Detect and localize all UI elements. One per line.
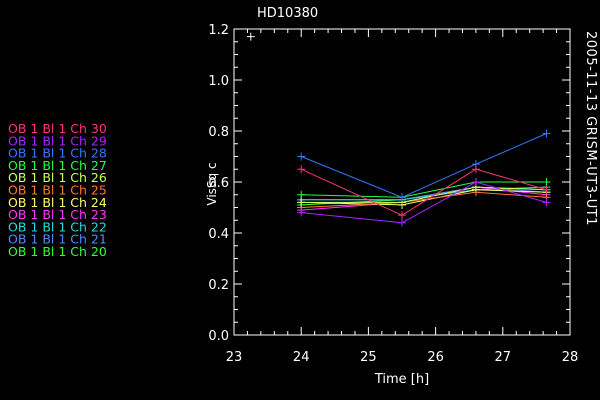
stray-data-point [246, 32, 255, 41]
data-point [471, 165, 480, 174]
side-label: 2005-11-13 GRISM-UT3-UT1 [583, 31, 598, 226]
y-tick-label: 0.0 [208, 329, 229, 344]
legend-entry: OB 1 Bl 1 Ch 27 [8, 158, 107, 173]
series-ob-1-bl-1-ch-30 [297, 165, 551, 220]
x-tick-label: 24 [293, 350, 310, 365]
y-tick-label: 0.2 [208, 278, 229, 293]
y-tick-label: 0.6 [208, 176, 229, 191]
x-axis-label: Time [h] [374, 372, 429, 387]
chart-title: HD10380 [257, 6, 318, 21]
data-point [471, 178, 480, 186]
axis-ticks: 23 24 25 26 27 28 0.0 0.2 0.4 0.6 0.8 1.0 1.2 [208, 23, 578, 365]
data-point [297, 190, 306, 199]
series-line [301, 186, 547, 203]
legend-entry: OB 1 Bl 1 Ch 20 [8, 244, 107, 259]
legend-entry: OB 1 Bl 1 Ch 29 [8, 133, 107, 148]
legend-entry: OB 1 Bl 1 Ch 21 [8, 232, 107, 247]
data-point [297, 165, 306, 174]
y-axis-label: VisSq c [205, 162, 219, 205]
x-tick-label: 23 [226, 350, 243, 365]
data-point [542, 178, 551, 186]
data-point [542, 129, 551, 138]
legend-entry: OB 1 Bl 1 Ch 22 [8, 219, 107, 234]
y-tick-label: 0.8 [208, 125, 229, 140]
data-point [542, 198, 551, 207]
legend-entry: OB 1 Bl 1 Ch 28 [8, 146, 107, 161]
data-point [398, 193, 406, 202]
y-tick-label: 1.0 [208, 74, 229, 89]
y-tick-label: 1.2 [208, 23, 229, 38]
series-layer [246, 32, 551, 227]
series-line [301, 181, 547, 198]
data-point [398, 211, 406, 220]
data-point [297, 208, 306, 217]
y-tick-label: 0.4 [208, 227, 229, 242]
x-tick-label: 28 [562, 350, 579, 365]
series-line [301, 133, 547, 198]
series-ob-1-bl-1-ch-26 [297, 183, 551, 207]
x-tick-label: 26 [427, 350, 444, 365]
legend-entry: OB 1 Bl 1 Ch 25 [8, 183, 107, 198]
x-tick-label: 25 [360, 350, 377, 365]
legend-entry: OB 1 Bl 1 Ch 26 [8, 170, 107, 185]
data-point [398, 218, 406, 227]
legend-entry: OB 1 Bl 1 Ch 23 [8, 207, 107, 222]
data-point [542, 185, 551, 194]
series-line [301, 191, 547, 208]
series-ob-1-bl-1-ch-29 [297, 178, 551, 227]
data-point [297, 198, 306, 207]
legend-entry: OB 1 Bl 1 Ch 24 [8, 195, 107, 210]
data-point [297, 152, 306, 161]
series-line [300, 168, 547, 216]
legend-entry: OB 1 Bl 1 Ch 30 [8, 121, 107, 136]
series-line [301, 181, 547, 224]
x-tick-label: 27 [495, 350, 512, 365]
